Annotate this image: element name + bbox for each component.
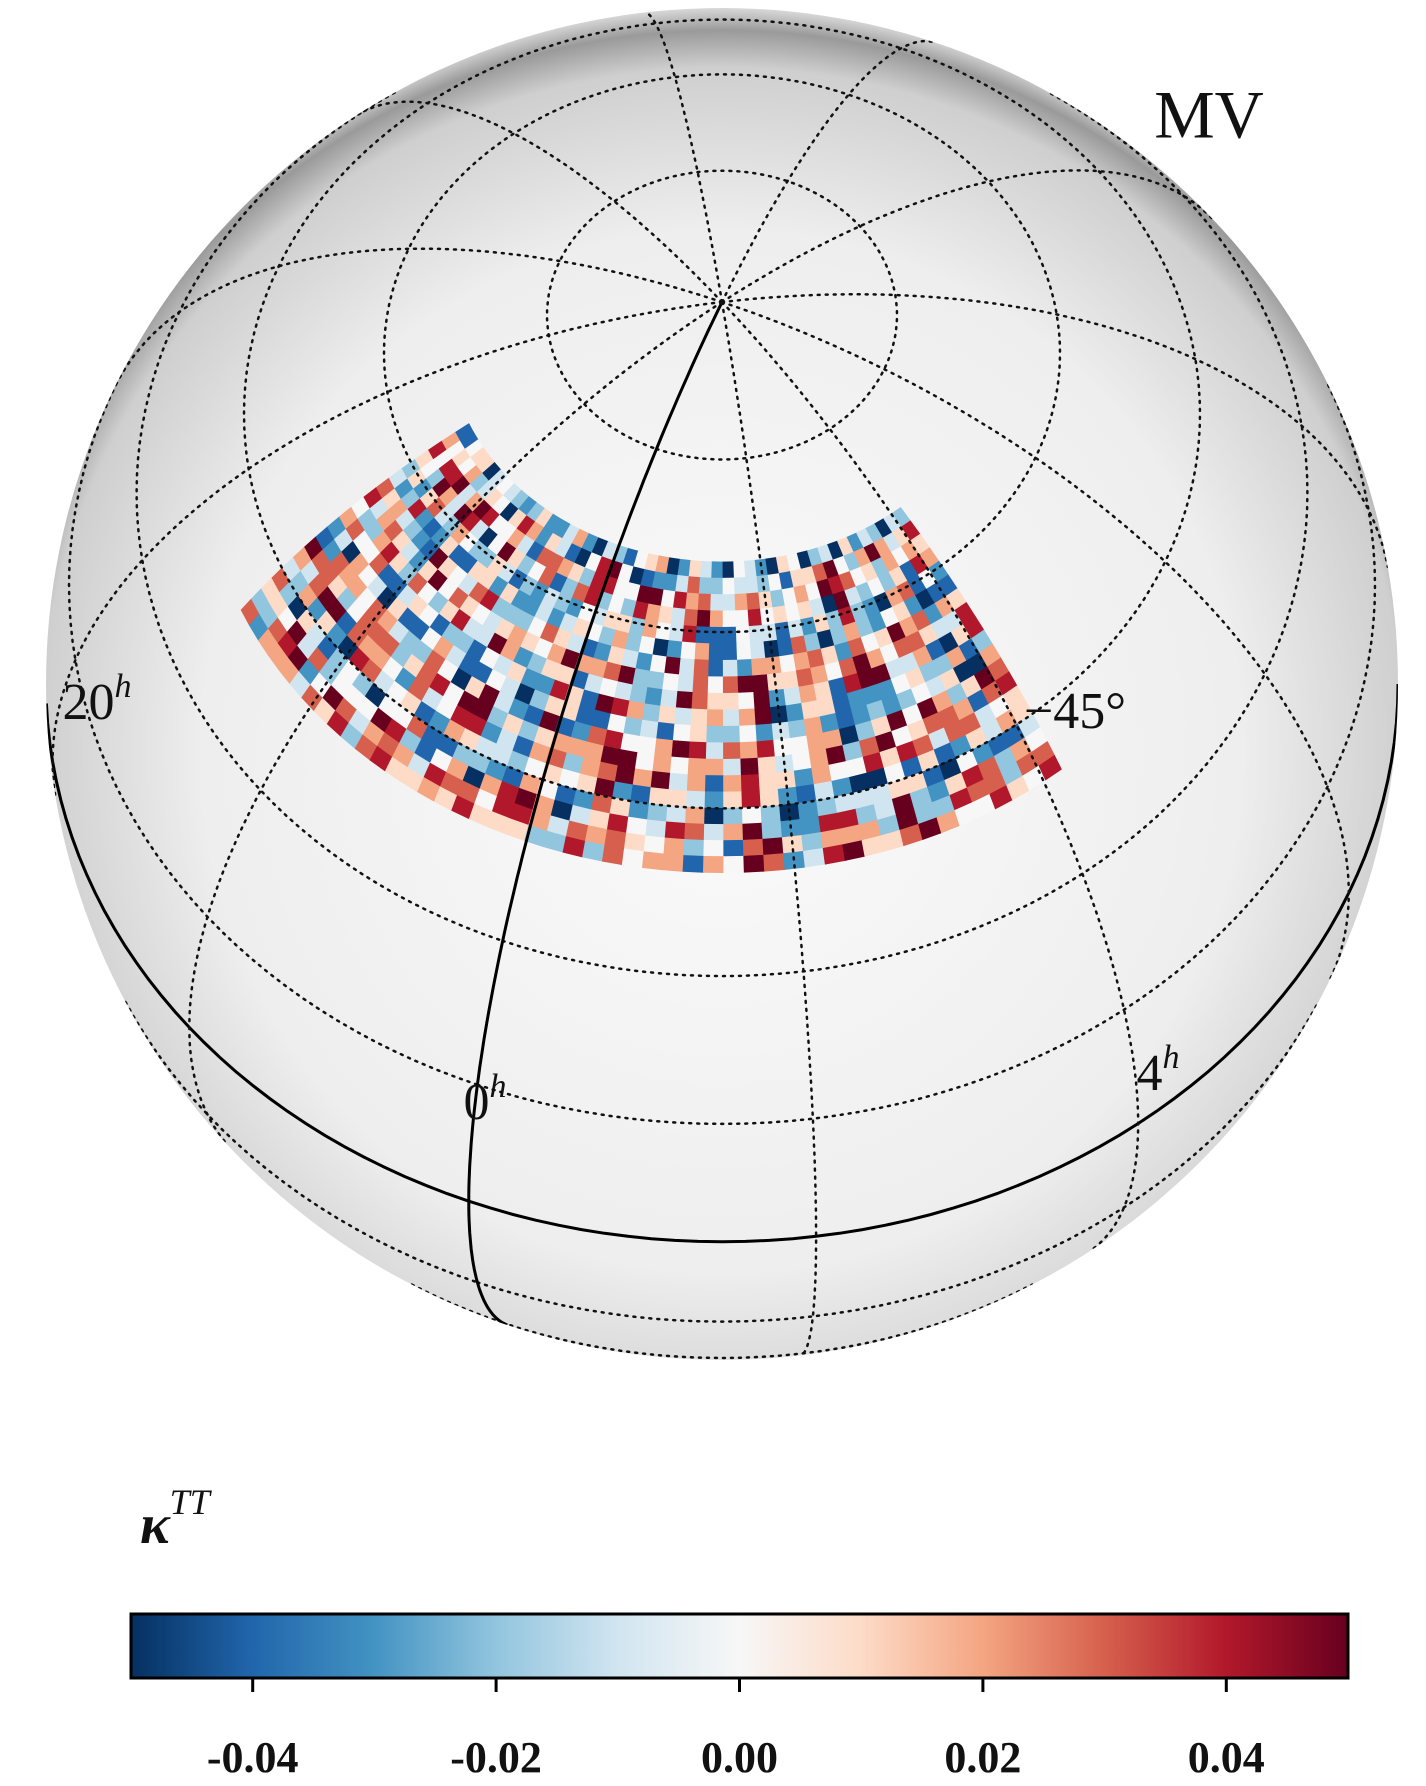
map-title: MV	[1154, 77, 1264, 153]
colorbar-tick-label: 0.02	[944, 1733, 1021, 1782]
colorbar-tick-label: -0.02	[450, 1733, 542, 1782]
colorbar-tick-label: -0.04	[207, 1733, 299, 1782]
chart: MV 20h 0h 4h −45° κTT -0.04-0.020.000.02…	[0, 0, 1426, 1786]
colorbar	[131, 1614, 1348, 1678]
colorbar-tick-label: 0.00	[701, 1733, 778, 1782]
colorbar-label: κTT	[140, 1482, 213, 1556]
dec-label: −45°	[1024, 683, 1126, 740]
page: {"chart_data": {"type": "heatmap", "titl…	[0, 0, 1426, 1786]
colorbar-tick-label: 0.04	[1188, 1733, 1265, 1782]
